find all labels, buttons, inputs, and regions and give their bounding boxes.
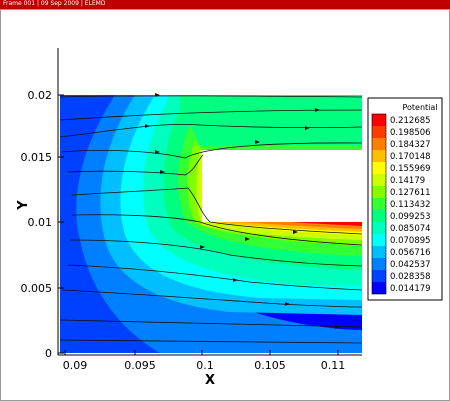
arrow-marker <box>255 140 260 144</box>
arrow-marker <box>305 126 310 130</box>
legend-level-label: 0.14179 <box>390 176 425 186</box>
streamlines <box>59 95 363 344</box>
x-tick-label: 0.09 <box>63 359 88 372</box>
legend-swatch <box>372 270 386 282</box>
legend-title: Potential <box>402 103 437 112</box>
legend-swatch <box>372 162 386 174</box>
streamline <box>61 142 363 159</box>
x-tick-label: 0.105 <box>254 359 286 372</box>
legend-swatch <box>372 126 386 138</box>
legend-level-label: 0.042537 <box>390 260 431 270</box>
y-tick-label: 0 <box>45 347 52 360</box>
arrow-marker <box>315 108 320 112</box>
arrow-marker <box>335 325 340 329</box>
legend-level-label: 0.127611 <box>390 188 431 198</box>
arrow-marker <box>155 93 160 97</box>
contour-field <box>60 95 362 353</box>
x-tick-label: 0.1 <box>196 359 214 372</box>
legend-swatch <box>372 198 386 210</box>
frame-title: Frame 001 | 09 Sep 2009 | ELEMD <box>3 0 106 7</box>
legend-level-label: 0.028358 <box>390 272 431 282</box>
legend-level-label: 0.212685 <box>390 116 431 126</box>
legend-level-label: 0.184327 <box>390 140 431 150</box>
legend-level-label: 0.070895 <box>390 236 431 246</box>
arrow-marker <box>160 170 165 174</box>
y-tick-label: 0.015 <box>21 151 53 164</box>
streamline-arrows <box>145 93 340 329</box>
legend-level-label: 0.056716 <box>390 248 431 258</box>
legend-level-label: 0.113432 <box>390 200 431 210</box>
arrow-marker <box>293 230 298 234</box>
streamline <box>59 95 363 98</box>
arrow-marker <box>145 124 150 128</box>
y-tick-label: 0.02 <box>28 89 53 102</box>
streamline <box>71 214 363 246</box>
streamline <box>67 264 363 291</box>
legend-swatch <box>372 282 386 294</box>
arrow-marker <box>233 278 238 282</box>
legend-level-label: 0.198506 <box>390 128 431 138</box>
legend: Potential 0.212685 0.198506 0.184327 0.1701… <box>367 97 443 301</box>
streamline <box>67 154 204 176</box>
streamline <box>59 123 363 138</box>
legend-level-label: 0.155969 <box>390 164 431 174</box>
arrow-marker <box>200 245 205 249</box>
x-tick-label: 0.11 <box>321 359 346 372</box>
legend-swatch <box>372 186 386 198</box>
legend-swatch <box>372 234 386 246</box>
legend-level-label: 0.099253 <box>390 212 431 222</box>
tick-labels: 0 0.005 0.01 0.015 0.02 0.09 0.095 0.1 0… <box>21 89 346 372</box>
legend-swatch <box>372 138 386 150</box>
legend-swatch <box>372 246 386 258</box>
x-axis-label: X <box>205 373 215 388</box>
y-axis-label: Y <box>16 200 31 211</box>
axes <box>57 48 362 356</box>
arrow-marker <box>155 150 160 154</box>
legend-swatch <box>372 174 386 186</box>
streamline <box>61 289 363 308</box>
legend-swatch <box>372 150 386 162</box>
legend-level-label: 0.014179 <box>390 284 431 294</box>
legend-level-label: 0.085074 <box>390 224 431 234</box>
legend-swatch-outline <box>371 113 387 295</box>
y-tick-label: 0.005 <box>21 282 53 295</box>
y-tick-label: 0.01 <box>28 216 53 229</box>
legend-level-label: 0.170148 <box>390 152 431 162</box>
legend-swatch <box>372 210 386 222</box>
streamline <box>69 239 363 267</box>
arrow-marker <box>285 302 290 306</box>
x-tick-label: 0.095 <box>124 359 156 372</box>
legend-swatch <box>372 258 386 270</box>
streamline <box>59 319 363 328</box>
frame-title-bar: Frame 001 | 09 Sep 2009 | ELEMD <box>0 0 450 9</box>
arrow-marker <box>245 237 250 241</box>
legend-swatch <box>372 222 386 234</box>
legend-swatch <box>372 114 386 126</box>
streamline <box>71 187 363 235</box>
streamline <box>59 339 363 344</box>
